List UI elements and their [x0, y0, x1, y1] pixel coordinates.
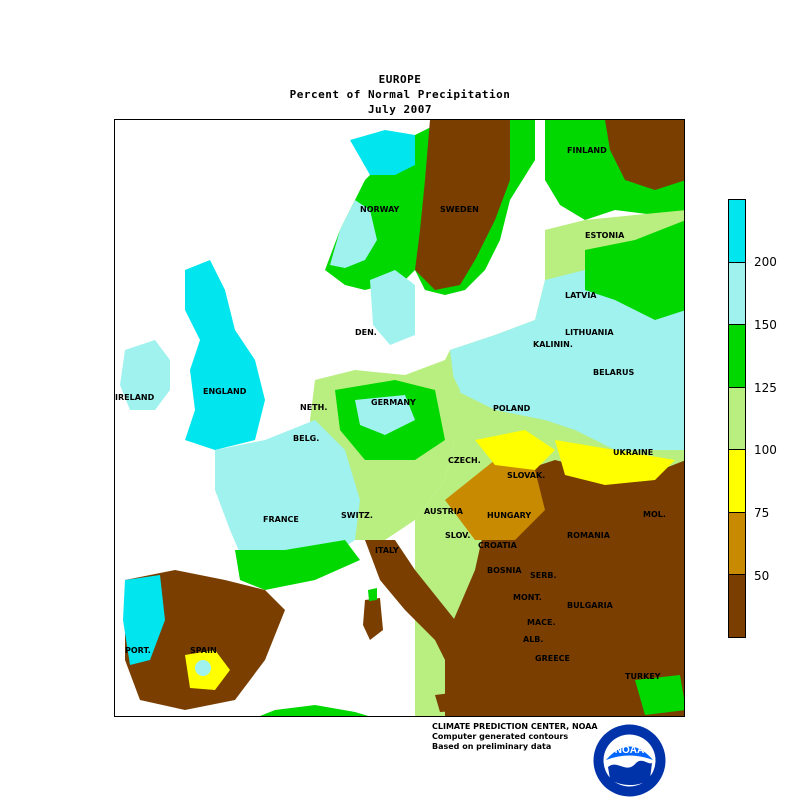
noaa-logo-bird-wave — [608, 760, 652, 785]
country-label-serb: SERB. — [530, 571, 557, 580]
land-iberia — [125, 570, 285, 710]
country-label-germany: GERMANY — [371, 398, 416, 407]
legend-label-200: 200 — [754, 255, 777, 269]
country-label-england: ENGLAND — [203, 387, 247, 396]
region-germany-cyan — [355, 395, 415, 435]
legend-colorbar — [728, 199, 746, 638]
legend-swatch — [729, 512, 745, 576]
region-spain-wet-spot — [195, 660, 211, 676]
region-denmark — [370, 270, 415, 345]
country-label-lithuania: LITHUANIA — [565, 328, 614, 337]
country-label-austria: AUSTRIA — [424, 507, 464, 516]
country-label-czech: CZECH. — [448, 456, 481, 465]
legend-swatch — [729, 325, 745, 388]
noaa-logo-top — [606, 746, 653, 760]
country-label-kalinin: KALININ. — [533, 340, 573, 349]
country-label-mol: MOL. — [643, 510, 666, 519]
legend-swatch — [729, 262, 745, 326]
noaa-logo-text: NOAA — [615, 745, 644, 756]
region-norway-cyan — [350, 130, 415, 175]
land-north-africa — [260, 705, 369, 716]
country-label-ukraine: UKRAINE — [613, 448, 653, 457]
land-sicily — [435, 690, 475, 712]
region-portugal-cyan — [123, 575, 165, 665]
land-italy — [365, 540, 495, 700]
legend-label-50: 50 — [754, 569, 770, 583]
region-ukraine-yellow — [555, 440, 675, 485]
credits-line-2: Computer generated contours — [432, 732, 569, 741]
credits: CLIMATE PREDICTION CENTER, NOAA Computer… — [432, 722, 598, 752]
map-canvas: NORWAY SWEDEN FINLAND ESTONIA LATVIA LITHUANI… — [115, 120, 684, 716]
country-labels: NORWAY SWEDEN FINLAND ESTONIA LATVIA LITHUANI… — [115, 146, 666, 681]
noaa-logo: NOAA — [593, 724, 666, 797]
country-label-france: FRANCE — [263, 515, 299, 524]
legend-label-75: 75 — [754, 506, 770, 520]
country-label-mont: MONT. — [513, 593, 542, 602]
country-label-hungary: HUNGARY — [487, 511, 531, 520]
legend-label-100: 100 — [754, 443, 777, 457]
region-sweden-dry — [415, 120, 510, 290]
credits-line-3: Based on preliminary data — [432, 742, 552, 751]
country-label-slovak: SLOVAK. — [507, 471, 545, 480]
land-corsica — [368, 588, 377, 601]
region-latvia-green — [585, 220, 684, 320]
region-baltic-cyan — [450, 270, 684, 450]
country-label-poland: POLAND — [493, 404, 531, 413]
legend-swatch — [729, 575, 745, 638]
region-france-south — [235, 540, 360, 590]
country-label-mace: MACE. — [527, 618, 556, 627]
country-label-finland: FINLAND — [567, 146, 607, 155]
country-label-sweden: SWEDEN — [440, 205, 479, 214]
legend-swatch — [729, 387, 745, 451]
country-label-greece: GREECE — [535, 654, 570, 663]
land-france — [215, 420, 360, 570]
country-label-alb: ALB. — [523, 635, 543, 644]
country-label-ireland: IRELAND — [115, 393, 155, 402]
region-turkey-green — [635, 675, 684, 715]
country-label-port: PORT. — [125, 646, 151, 655]
country-label-norway: NORWAY — [360, 205, 400, 214]
legend-swatch — [729, 200, 745, 263]
legend-label-125: 125 — [754, 381, 777, 395]
land-great-britain — [185, 260, 265, 450]
country-label-spain: SPAIN — [190, 646, 217, 655]
country-label-belarus: BELARUS — [593, 368, 635, 377]
country-label-bulgaria: BULGARIA — [567, 601, 614, 610]
country-label-slov: SLOV. — [445, 531, 470, 540]
country-label-neth: NETH. — [300, 403, 327, 412]
country-label-italy: ITALY — [375, 546, 399, 555]
country-label-estonia: ESTONIA — [585, 231, 625, 240]
legend-swatch — [729, 450, 745, 513]
credits-line-1: CLIMATE PREDICTION CENTER, NOAA — [432, 722, 598, 731]
map-period: July 2007 — [367, 103, 433, 116]
map-title: EUROPE — [378, 73, 422, 86]
map-subtitle: Percent of Normal Precipitation — [289, 88, 511, 101]
country-label-turkey: TURKEY — [625, 672, 661, 681]
country-label-croatia: CROATIA — [478, 541, 518, 550]
country-label-bosnia: BOSNIA — [487, 566, 522, 575]
land-sardinia — [363, 598, 383, 640]
region-hungary-brown — [445, 460, 545, 540]
precipitation-map: NORWAY SWEDEN FINLAND ESTONIA LATVIA LITHUANI… — [114, 119, 685, 717]
land-ireland — [120, 340, 170, 410]
region-finland-dry — [605, 120, 684, 190]
country-label-latvia: LATVIA — [565, 291, 597, 300]
country-label-belg: BELG. — [293, 434, 319, 443]
country-label-romania: ROMANIA — [567, 531, 611, 540]
country-label-switz: SWITZ. — [341, 511, 373, 520]
land-greece — [515, 635, 575, 710]
region-poland-yellow — [475, 430, 555, 470]
legend-label-150: 150 — [754, 318, 777, 332]
region-norway-wet — [330, 200, 377, 268]
country-label-den: DEN. — [355, 328, 377, 337]
